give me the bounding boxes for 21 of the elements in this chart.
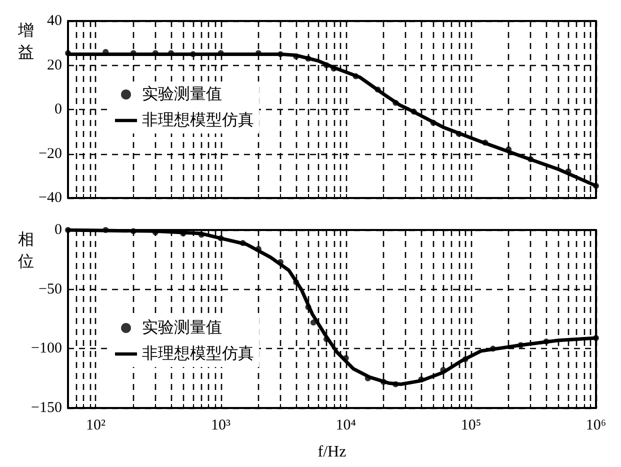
- y-tick-label: 0: [54, 222, 62, 238]
- x-tick-label: 10³: [211, 418, 232, 434]
- y-tick-label: 20: [47, 57, 62, 74]
- legend-label: 实验测量值: [142, 318, 222, 336]
- legend-label: 实验测量值: [142, 85, 222, 103]
- legend-label: 非理想模型仿真: [142, 111, 254, 129]
- x-axis-title: f/Hz: [318, 444, 346, 460]
- y-tick-label: −150: [31, 400, 62, 416]
- x-tick-label: 10⁵: [460, 418, 482, 434]
- y-tick-label: −40: [38, 190, 62, 206]
- x-tick-label: 10²: [86, 418, 106, 434]
- y-tick-label: 40: [47, 13, 62, 29]
- y-axis-title: 相位: [18, 230, 34, 270]
- y-tick-label: −100: [31, 340, 62, 357]
- x-tick-label: 10⁶: [586, 418, 606, 434]
- y-tick-label: −20: [38, 146, 62, 162]
- y-tick-label: −50: [38, 281, 62, 298]
- y-axis-title: 增益: [17, 22, 34, 62]
- y-tick-label: 0: [54, 102, 62, 118]
- legend-label: 非理想模型仿真: [142, 344, 254, 362]
- x-tick-label: 10⁴: [336, 418, 356, 434]
